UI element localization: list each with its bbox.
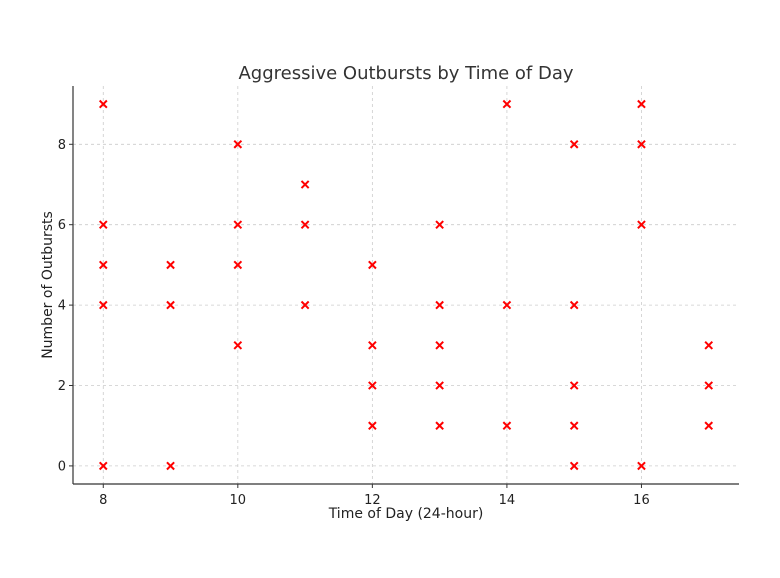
chart-title: Aggressive Outbursts by Time of Day: [238, 63, 573, 84]
data-point: [569, 139, 579, 149]
data-point: [435, 300, 444, 310]
data-point: [704, 340, 714, 350]
data-point-stroke: [368, 421, 377, 431]
x-tick-label: 12: [364, 493, 381, 508]
data-point: [166, 461, 175, 471]
data-point-stroke: [98, 260, 108, 270]
data-point-stroke: [233, 220, 243, 230]
x-tick-label: 10: [230, 493, 247, 508]
data-point: [637, 139, 646, 149]
data-point-stroke: [435, 220, 444, 230]
y-axis-label: Number of Outbursts: [40, 211, 56, 359]
data-point: [300, 300, 310, 310]
data-point-stroke: [435, 421, 444, 431]
data-point: [98, 99, 108, 109]
data-point-stroke: [502, 99, 512, 109]
data-point-stroke: [368, 381, 377, 390]
data-point-stroke: [166, 260, 175, 270]
data-point-stroke: [704, 421, 714, 431]
grid-layer: [73, 86, 739, 484]
data-point: [637, 461, 646, 471]
data-point-stroke: [637, 220, 646, 230]
data-point: [233, 260, 243, 270]
data-point: [368, 421, 377, 431]
data-point: [637, 220, 646, 230]
data-point-stroke: [569, 421, 579, 431]
x-tick-label: 14: [499, 493, 516, 508]
data-point-stroke: [98, 99, 108, 109]
data-point: [233, 139, 243, 149]
data-point-stroke: [435, 340, 444, 350]
data-point-stroke: [166, 300, 175, 310]
data-point-stroke: [704, 340, 714, 350]
data-point: [704, 381, 714, 390]
data-point: [502, 99, 512, 109]
data-point-stroke: [300, 300, 310, 310]
data-point-stroke: [300, 220, 310, 230]
data-point-stroke: [368, 340, 377, 350]
data-points: [98, 99, 714, 471]
data-point: [435, 340, 444, 350]
data-point-stroke: [569, 381, 579, 390]
data-point-stroke: [98, 461, 108, 471]
data-point-stroke: [569, 461, 579, 471]
data-point-stroke: [569, 300, 579, 310]
data-point: [166, 300, 175, 310]
data-point-stroke: [368, 260, 377, 270]
data-point: [435, 381, 444, 390]
data-point: [300, 180, 310, 189]
data-point: [300, 220, 310, 230]
data-point: [637, 99, 646, 109]
data-point-stroke: [502, 421, 512, 431]
data-point: [704, 421, 714, 431]
ticks: 8 10 12 14 16 0 2 4 6 8: [58, 138, 650, 508]
data-point-stroke: [435, 300, 444, 310]
y-tick-label: 0: [58, 459, 66, 474]
data-point-stroke: [637, 461, 646, 471]
data-point: [368, 381, 377, 390]
data-point-stroke: [637, 99, 646, 109]
data-point: [569, 461, 579, 471]
data-point: [502, 300, 512, 310]
data-point-stroke: [233, 340, 243, 350]
data-point: [569, 421, 579, 431]
data-point: [569, 300, 579, 310]
x-tick-label: 8: [99, 493, 107, 508]
y-tick-label: 4: [58, 299, 66, 314]
y-tick-label: 8: [58, 138, 66, 153]
axes: [72, 86, 739, 485]
data-point: [233, 220, 243, 230]
data-point-stroke: [233, 139, 243, 149]
data-point-stroke: [569, 139, 579, 149]
x-axis-label: Time of Day (24-hour): [328, 506, 484, 522]
data-point-stroke: [637, 139, 646, 149]
data-point: [98, 461, 108, 471]
data-point-stroke: [502, 300, 512, 310]
data-point-stroke: [98, 300, 108, 310]
data-point: [98, 260, 108, 270]
x-tick-label: 16: [633, 493, 650, 508]
data-point: [233, 340, 243, 350]
data-point: [368, 340, 377, 350]
data-point-stroke: [704, 381, 714, 390]
y-tick-label: 6: [58, 218, 66, 233]
data-point: [98, 220, 108, 230]
data-point-stroke: [233, 260, 243, 270]
data-point: [435, 220, 444, 230]
data-point-stroke: [98, 220, 108, 230]
data-point-stroke: [166, 461, 175, 471]
data-point: [435, 421, 444, 431]
data-point: [166, 260, 175, 270]
data-point-stroke: [435, 381, 444, 390]
data-point: [569, 381, 579, 390]
data-point: [502, 421, 512, 431]
data-point: [98, 300, 108, 310]
y-tick-label: 2: [58, 379, 66, 394]
data-point: [368, 260, 377, 270]
data-point-stroke: [300, 180, 310, 189]
